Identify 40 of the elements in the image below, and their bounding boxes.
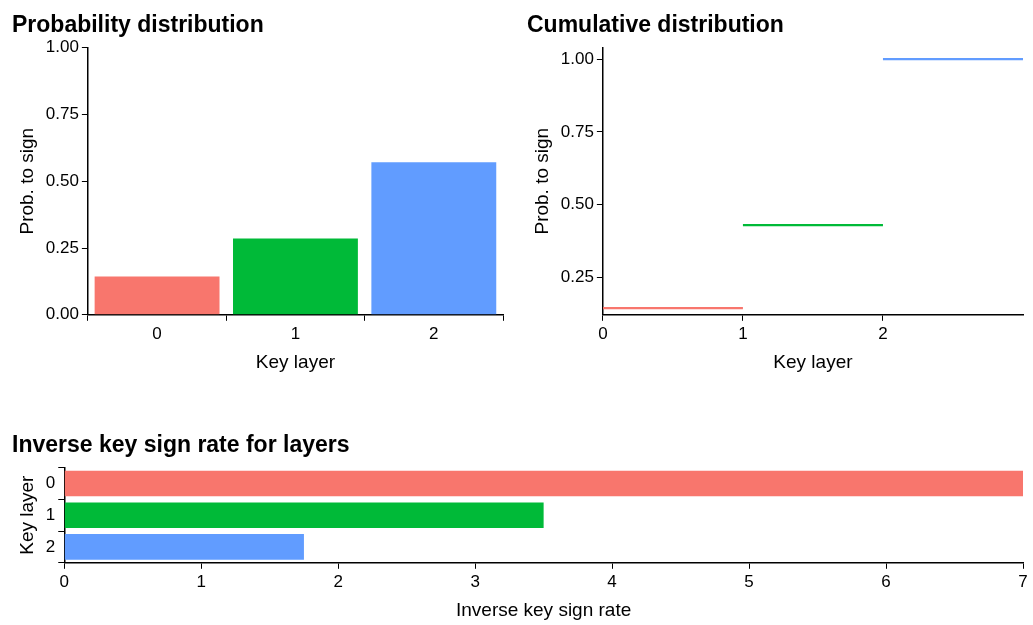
y-tick-label: 1.00 xyxy=(45,37,79,57)
x-tick-label: 0 xyxy=(598,323,608,343)
bar xyxy=(233,238,358,315)
chart-title: Inverse key sign rate for layers xyxy=(12,431,350,458)
bar xyxy=(94,276,220,315)
x-tick-label: 6 xyxy=(881,571,891,591)
bar xyxy=(371,162,497,315)
bar xyxy=(64,534,304,560)
y-tick-label: 0.00 xyxy=(45,304,79,324)
x-tick-label: 2 xyxy=(878,323,888,343)
y-tick-label: 0.75 xyxy=(560,121,594,141)
y-axis-title: Prob. to sign xyxy=(530,127,552,235)
x-tick-label: 1 xyxy=(196,571,206,591)
chart-title: Cumulative distribution xyxy=(527,11,784,38)
x-tick-label: 2 xyxy=(429,323,439,343)
y-axis-title: Key layer xyxy=(15,474,37,555)
y-axis-title: Prob. to sign xyxy=(15,127,37,235)
x-tick-label: 1 xyxy=(290,323,301,343)
x-tick-label: 3 xyxy=(470,571,480,591)
chart-title: Probability distribution xyxy=(12,11,264,38)
bar xyxy=(64,502,544,529)
x-tick-label: 0 xyxy=(152,323,162,343)
x-tick-label: 2 xyxy=(333,571,343,591)
x-tick-label: 4 xyxy=(607,571,617,591)
y-tick-label: 0 xyxy=(45,473,56,493)
bar xyxy=(64,470,1023,497)
x-axis-title: Key layer xyxy=(255,350,336,372)
y-tick-label: 0.75 xyxy=(45,104,79,124)
x-axis-title: Key layer xyxy=(773,350,854,372)
y-tick-label: 0.50 xyxy=(560,194,594,214)
x-axis-title: Inverse key sign rate xyxy=(455,598,632,620)
y-tick-label: 0.25 xyxy=(45,237,79,257)
y-tick-label: 2 xyxy=(45,536,56,556)
x-tick-label: 1 xyxy=(738,323,748,343)
y-tick-label: 0.25 xyxy=(560,266,594,286)
x-tick-label: 7 xyxy=(1018,571,1028,591)
y-tick-label: 1.00 xyxy=(560,48,594,68)
y-tick-label: 1 xyxy=(45,504,56,524)
y-tick-label: 0.50 xyxy=(45,170,79,190)
x-tick-label: 5 xyxy=(744,571,754,591)
